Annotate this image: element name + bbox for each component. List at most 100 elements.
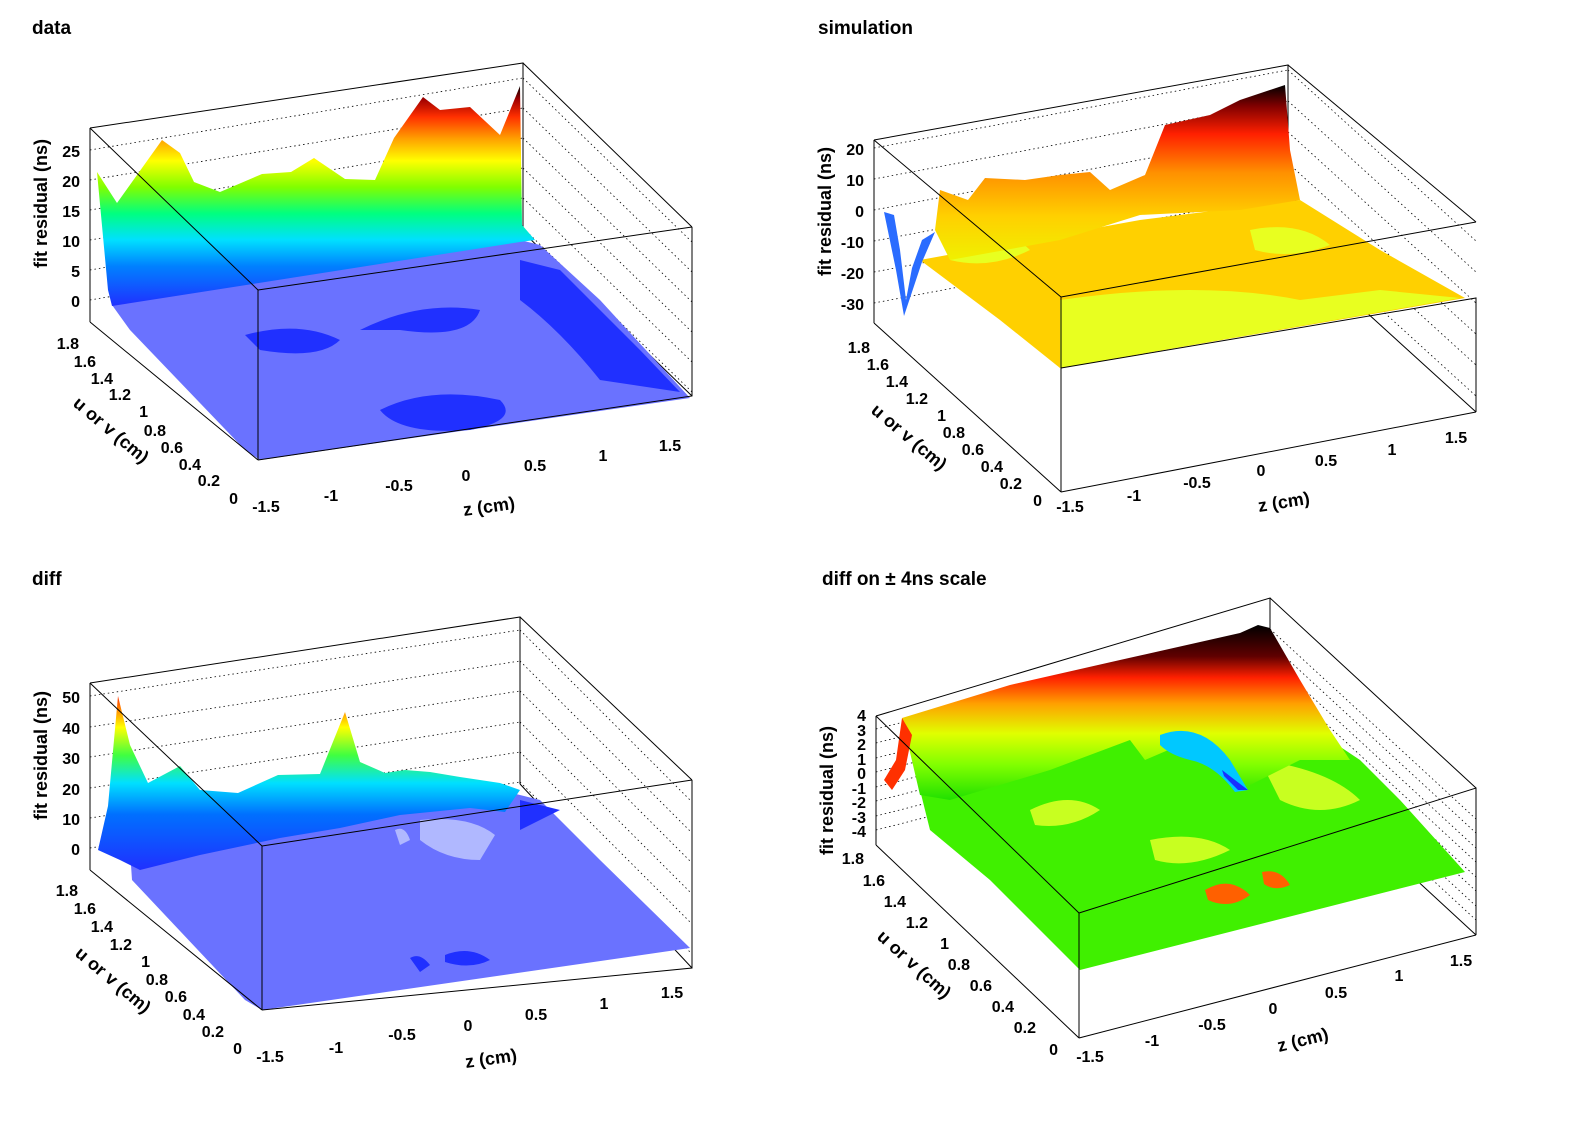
- surface-floor-dark-region: [410, 800, 560, 972]
- x-tick: 1: [600, 996, 609, 1013]
- y-tick: 0.6: [161, 440, 183, 457]
- y-tick: 0.2: [198, 473, 220, 490]
- surface-edge-spike: [884, 718, 912, 790]
- y-tick: 1.2: [110, 937, 132, 954]
- surface-floor-yellow-region: [1030, 760, 1360, 864]
- panel-data: data 0 5 10 15 20 25 fit resid: [31, 18, 693, 520]
- x-tick: 1.5: [1445, 430, 1467, 447]
- z-tick: 1: [857, 752, 866, 769]
- x-axis-label: z (cm): [462, 493, 516, 520]
- z-axis-ticks: -30 -20 -10 0 10 20: [841, 142, 864, 314]
- z-tick: 0: [71, 842, 80, 859]
- z-tick: 10: [62, 812, 80, 829]
- y-tick: 0.4: [183, 1007, 205, 1024]
- y-tick: 0.4: [179, 457, 201, 474]
- z-tick: 10: [62, 234, 80, 251]
- y-tick: 1: [141, 954, 150, 971]
- z-tick: 40: [62, 721, 80, 738]
- panel-title: diff on ± 4ns scale: [822, 569, 987, 590]
- z-axis-ticks: 0 10 20 30 40 50: [62, 690, 80, 859]
- x-tick: 1: [1395, 968, 1404, 985]
- x-tick: 0: [464, 1018, 473, 1035]
- z-tick: 20: [62, 174, 80, 191]
- z-axis-ticks: -4 -3 -2 -1 0 1 2 3 4: [852, 708, 866, 841]
- z-tick: 20: [62, 782, 80, 799]
- x-tick: 0.5: [525, 1007, 547, 1024]
- z-tick: -4: [852, 824, 866, 841]
- x-axis-ticks: -1.5 -1 -0.5 0 0.5 1 1.5: [252, 438, 681, 516]
- y-tick: 1: [940, 936, 949, 953]
- y-axis-ticks: 0 0.2 0.4 0.6 0.8 1 1.2 1.4 1.6 1.8: [56, 883, 242, 1058]
- z-tick: 50: [62, 690, 80, 707]
- y-tick: 1.8: [57, 336, 79, 353]
- surface-dip: [884, 212, 935, 316]
- x-tick: -1: [1127, 488, 1141, 505]
- surface-wall: [98, 696, 520, 870]
- y-tick: 0.6: [962, 442, 984, 459]
- front-frame: [1078, 787, 1477, 935]
- x-tick: 1.5: [659, 438, 681, 455]
- y-tick: 1.8: [848, 340, 870, 357]
- y-tick: 1.2: [109, 387, 131, 404]
- x-tick: -1.5: [252, 499, 280, 516]
- y-tick: 1.6: [867, 357, 889, 374]
- y-axis-ticks: 0 0.2 0.4 0.6 0.8 1 1.2 1.4 1.6 1.8: [57, 336, 238, 508]
- z-tick: 15: [62, 204, 80, 221]
- z-axis-label: fit residual (ns): [817, 726, 837, 855]
- y-tick: 0.8: [144, 423, 166, 440]
- surface-floor-dark-region: [245, 260, 680, 431]
- surface-floor-yellow-region: [950, 227, 1460, 368]
- y-tick: 1.4: [886, 374, 908, 391]
- x-axis-ticks: -1.5 -1 -0.5 0 0.5 1 1.5: [256, 985, 683, 1066]
- x-tick: 1: [1388, 442, 1397, 459]
- x-tick: -0.5: [388, 1027, 416, 1044]
- surface-floor-light-region: [395, 819, 495, 860]
- z-tick: 5: [71, 264, 80, 281]
- z-axis-label: fit residual (ns): [815, 147, 835, 276]
- z-tick: -1: [852, 781, 866, 798]
- y-tick: 1.8: [842, 851, 864, 868]
- x-axis-ticks: -1.5 -1 -0.5 0 0.5 1 1.5: [1076, 953, 1472, 1066]
- z-axis-label: fit residual (ns): [31, 139, 51, 268]
- y-tick: 1.6: [74, 354, 96, 371]
- x-tick: 0.5: [1315, 453, 1337, 470]
- y-axis-ticks: 0 0.2 0.4 0.6 0.8 1 1.2 1.4 1.6 1.8: [842, 851, 1058, 1059]
- y-tick: 0.6: [165, 989, 187, 1006]
- x-axis-label: z (cm): [464, 1045, 518, 1072]
- x-tick: -0.5: [1198, 1017, 1226, 1034]
- z-tick: 0: [857, 766, 866, 783]
- y-tick: 1: [139, 404, 148, 421]
- y-tick: 1.6: [863, 873, 885, 890]
- x-tick: -0.5: [1183, 475, 1211, 492]
- front-frame: [257, 227, 693, 461]
- z-tick: 4: [857, 708, 866, 725]
- x-axis-label: z (cm): [1256, 488, 1311, 516]
- surface-wall: [97, 86, 535, 306]
- x-tick: -1: [329, 1040, 343, 1057]
- y-tick: 0.2: [202, 1024, 224, 1041]
- front-frame: [261, 780, 693, 1011]
- z-tick: 0: [71, 294, 80, 311]
- x-tick: -0.5: [385, 478, 413, 495]
- z-tick: -30: [841, 297, 864, 314]
- y-tick: 0.2: [1000, 476, 1022, 493]
- surface-floor: [920, 200, 1465, 368]
- panel-diff-4ns: diff on ± 4ns scale -4 -3: [817, 569, 1477, 1066]
- x-axis-ticks: -1.5 -1 -0.5 0 0.5 1 1.5: [1056, 430, 1467, 516]
- y-tick: 0.4: [992, 999, 1014, 1016]
- z-tick: 20: [846, 142, 864, 159]
- z-tick: -3: [852, 810, 866, 827]
- x-tick: -1: [1145, 1033, 1159, 1050]
- z-tick: 10: [846, 173, 864, 190]
- y-tick: 1.4: [91, 919, 113, 936]
- x-tick: 1.5: [1450, 953, 1472, 970]
- z-tick: 0: [855, 204, 864, 221]
- x-tick: 0.5: [524, 458, 546, 475]
- y-tick: 0: [1049, 1042, 1058, 1059]
- surface-blue-dip-core: [1222, 770, 1248, 790]
- y-tick: 0.2: [1014, 1020, 1036, 1037]
- front-frame: [1060, 297, 1477, 412]
- x-axis-label: z (cm): [1275, 1024, 1330, 1056]
- y-tick: 0.8: [146, 972, 168, 989]
